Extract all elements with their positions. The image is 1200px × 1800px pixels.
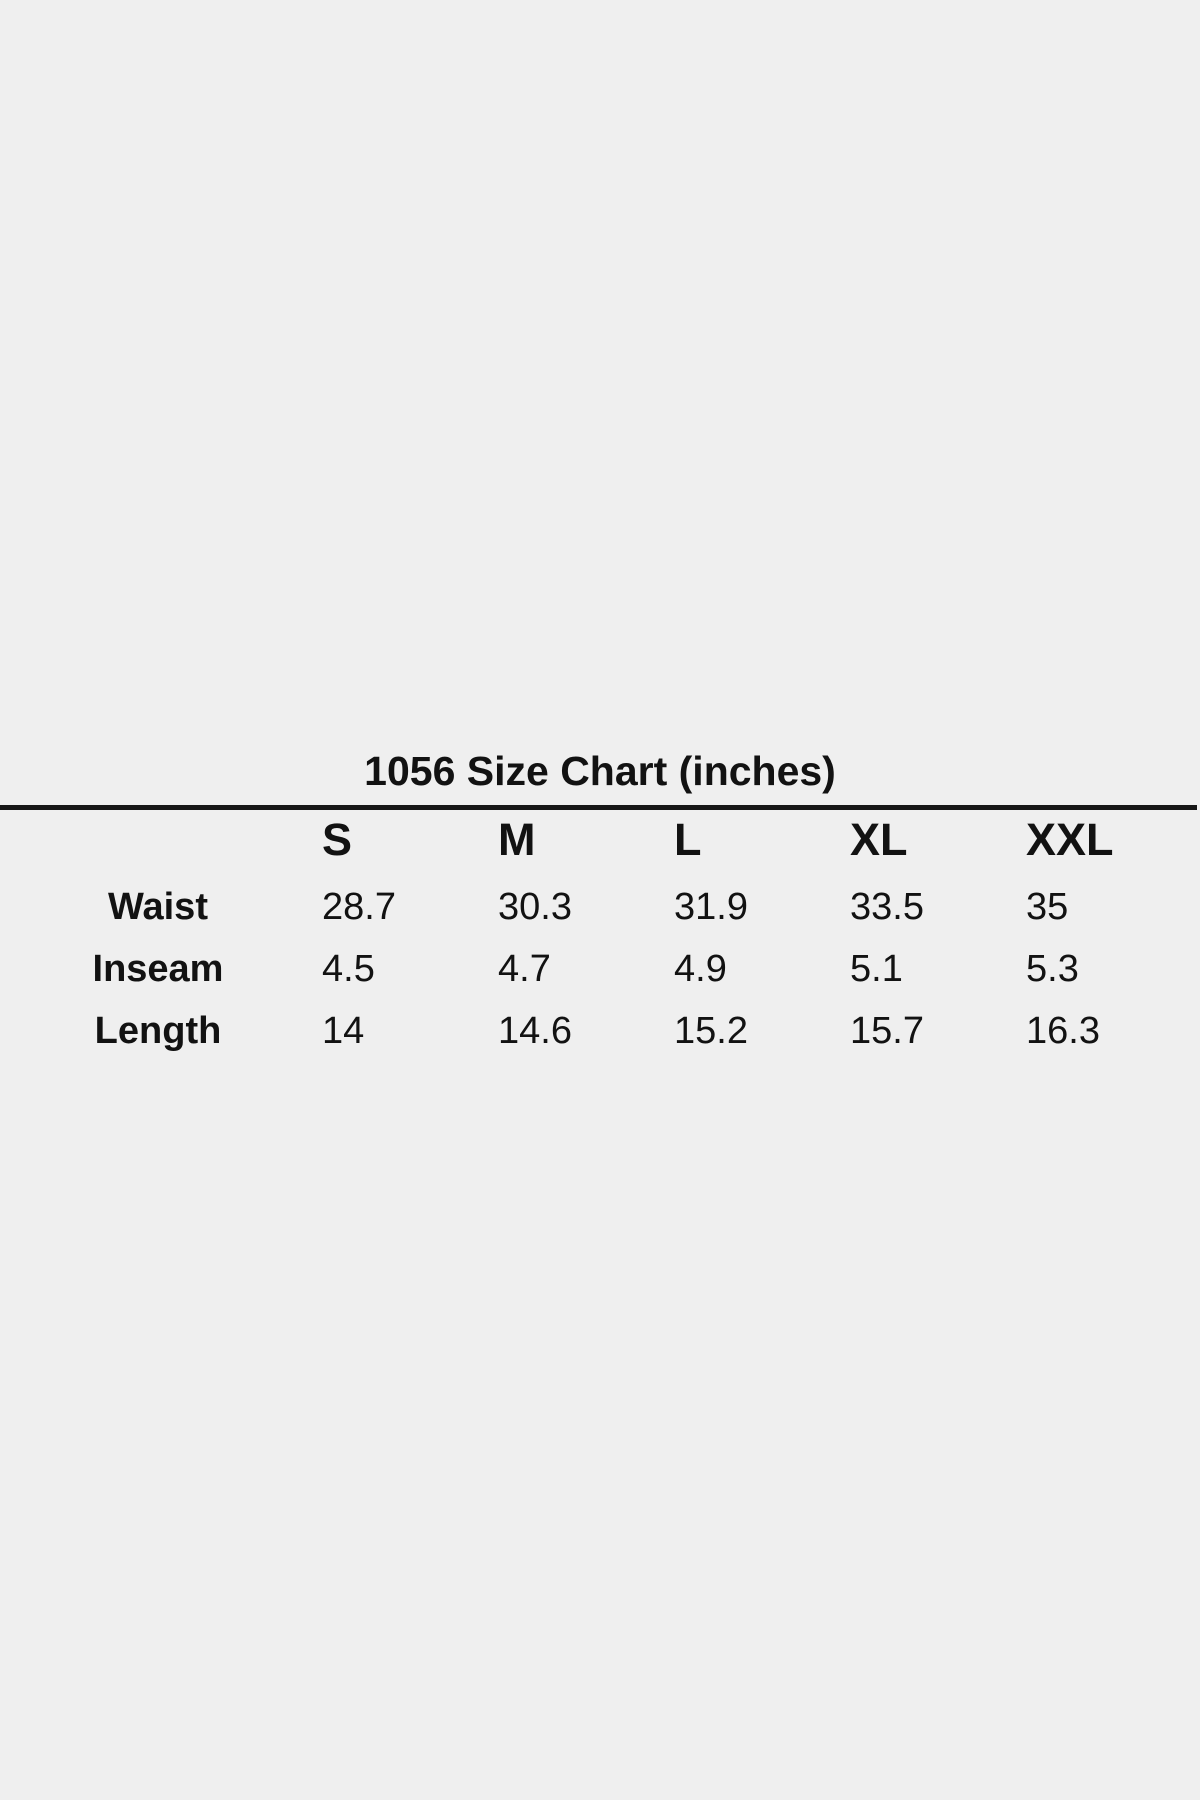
row-label-length: Length — [94, 1010, 222, 1052]
size-table: S M L XL XXL Waist 28.7 30.3 31.9 33.5 3… — [0, 810, 1200, 1062]
row-label-inseam: Inseam — [92, 948, 224, 990]
size-chart: 1056 Size Chart (inches) S M L XL XXL Wa… — [0, 747, 1200, 1062]
inseam-value-xxl: 5.3 — [1026, 948, 1079, 990]
waist-value-l: 31.9 — [674, 886, 748, 928]
length-value-s: 14 — [322, 1010, 365, 1052]
length-value-l: 15.2 — [674, 1010, 748, 1052]
waist-value-xl: 33.5 — [850, 886, 924, 928]
table-row-inseam: Inseam 4.5 4.7 4.9 5.1 5.3 — [0, 938, 1200, 1000]
col-header-m: M — [498, 814, 536, 865]
col-header-s: S — [322, 814, 353, 865]
inseam-value-m: 4.7 — [498, 948, 551, 990]
inseam-value-l: 4.9 — [674, 948, 727, 990]
col-header-l: L — [674, 814, 702, 865]
table-row-waist: Waist 28.7 30.3 31.9 33.5 35 — [0, 876, 1200, 938]
chart-title: 1056 Size Chart (inches) — [364, 748, 836, 794]
waist-value-s: 28.7 — [322, 886, 396, 928]
length-value-xxl: 16.3 — [1026, 1010, 1100, 1052]
title-divider-rule — [0, 805, 1197, 810]
waist-value-m: 30.3 — [498, 886, 572, 928]
inseam-value-s: 4.5 — [322, 948, 375, 990]
size-table-header-row: S M L XL XXL — [0, 810, 1200, 870]
length-value-m: 14.6 — [498, 1010, 572, 1052]
waist-value-xxl: 35 — [1026, 886, 1069, 928]
table-row-length: Length 14 14.6 15.2 15.7 16.3 — [0, 1000, 1200, 1062]
col-header-xxl: XXL — [1026, 814, 1114, 865]
inseam-value-xl: 5.1 — [850, 948, 903, 990]
col-header-xl: XL — [850, 814, 908, 865]
length-value-xl: 15.7 — [850, 1010, 924, 1052]
row-label-waist: Waist — [108, 886, 208, 928]
